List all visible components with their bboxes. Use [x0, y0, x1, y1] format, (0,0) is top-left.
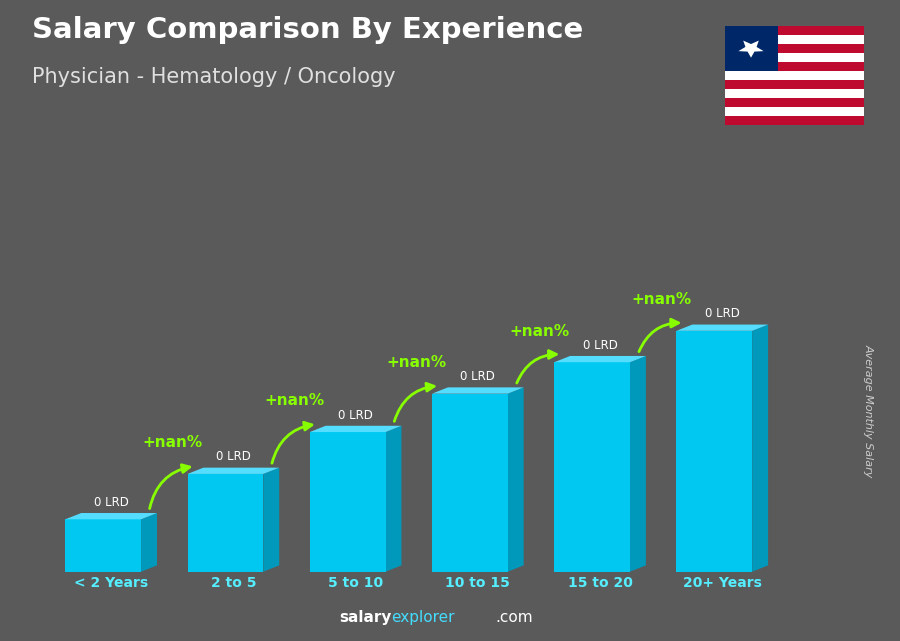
Polygon shape — [66, 513, 157, 519]
Text: 0 LRD: 0 LRD — [461, 370, 495, 383]
Bar — [66, 519, 141, 572]
Text: +nan%: +nan% — [142, 435, 202, 450]
Text: 2 to 5: 2 to 5 — [211, 576, 256, 590]
Text: Average Monthly Salary: Average Monthly Salary — [863, 344, 874, 477]
Text: 0 LRD: 0 LRD — [705, 308, 740, 320]
Text: Salary Comparison By Experience: Salary Comparison By Experience — [32, 16, 583, 44]
Text: +nan%: +nan% — [265, 394, 325, 408]
Polygon shape — [310, 426, 401, 432]
Bar — [724, 71, 864, 80]
Bar — [724, 116, 864, 125]
Bar — [724, 89, 864, 98]
Text: +nan%: +nan% — [508, 324, 569, 338]
Polygon shape — [508, 387, 524, 572]
Polygon shape — [677, 324, 768, 331]
Bar — [187, 474, 264, 572]
Bar — [724, 107, 864, 116]
Bar — [310, 432, 385, 572]
Text: explorer: explorer — [392, 610, 455, 625]
Bar — [724, 26, 864, 35]
Bar — [724, 44, 864, 53]
Bar — [554, 362, 630, 572]
Polygon shape — [141, 513, 157, 572]
Bar — [677, 331, 752, 572]
Polygon shape — [752, 324, 768, 572]
Polygon shape — [630, 356, 646, 572]
Text: < 2 Years: < 2 Years — [74, 576, 148, 590]
Text: 0 LRD: 0 LRD — [216, 451, 251, 463]
Text: salary: salary — [339, 610, 392, 625]
Polygon shape — [432, 387, 524, 394]
Bar — [432, 394, 508, 572]
Text: .com: .com — [495, 610, 533, 625]
Polygon shape — [385, 426, 401, 572]
Bar — [724, 62, 864, 71]
Bar — [724, 26, 778, 71]
Text: +nan%: +nan% — [387, 355, 446, 370]
Text: 10 to 15: 10 to 15 — [446, 576, 510, 590]
Text: Physician - Hematology / Oncology: Physician - Hematology / Oncology — [32, 67, 395, 87]
Text: 5 to 10: 5 to 10 — [328, 576, 383, 590]
Text: +nan%: +nan% — [631, 292, 691, 307]
Bar — [724, 80, 864, 89]
Text: 0 LRD: 0 LRD — [338, 408, 373, 422]
Bar — [724, 98, 864, 107]
Text: 0 LRD: 0 LRD — [582, 339, 617, 352]
Polygon shape — [187, 468, 279, 474]
Text: 20+ Years: 20+ Years — [683, 576, 761, 590]
Bar — [724, 53, 864, 62]
Text: 15 to 20: 15 to 20 — [568, 576, 633, 590]
Polygon shape — [738, 40, 763, 58]
Polygon shape — [554, 356, 646, 362]
Text: 0 LRD: 0 LRD — [94, 496, 129, 509]
Polygon shape — [264, 468, 279, 572]
Bar — [724, 35, 864, 44]
